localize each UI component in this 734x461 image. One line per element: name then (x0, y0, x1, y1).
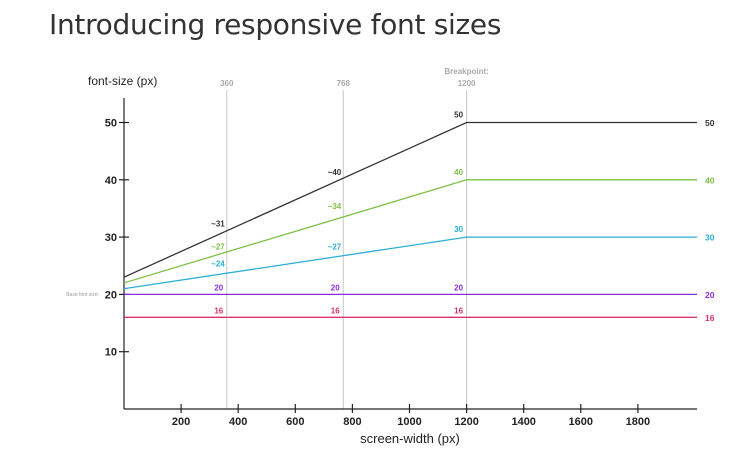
x-tick-label-200: 200 (172, 416, 190, 428)
reference-lines: 360 768 1200 Breakpoint: (220, 67, 489, 409)
x-tick-label-1400: 1400 (511, 416, 535, 428)
data-label-4-2: 16 (454, 306, 463, 315)
data-labels: ~31 ~40 50 50 ~27 ~34 40 40 ~24 ~27 30 30 20 20 20 20 16… (211, 111, 715, 323)
x-tick-label-800: 800 (343, 416, 361, 428)
end-label-4: 16 (705, 313, 715, 323)
end-label-2: 30 (705, 233, 715, 243)
data-label-1-2: 40 (454, 168, 463, 177)
y-axis-title: font-size (px) (88, 74, 157, 88)
reference-label-768: 768 (337, 79, 351, 88)
data-label-4-0: 16 (214, 306, 223, 315)
y-tick-label-50: 50 (105, 118, 117, 130)
data-label-1-0: ~27 (211, 242, 225, 251)
data-label-0-2: 50 (454, 111, 463, 120)
axes: 10 20 30 40 50 200 400 600 800 1000 1200 1400 1600 18… (105, 98, 697, 428)
y-tick-label-10: 10 (105, 347, 117, 359)
x-tick-label-1000: 1000 (397, 416, 421, 428)
data-label-0-0: ~31 (211, 219, 225, 228)
y-tick-label-20: 20 (105, 289, 117, 301)
reference-label-360: 360 (220, 79, 234, 88)
y-tick-label-40: 40 (105, 175, 117, 187)
series-line-2 (123, 236, 697, 290)
series-lines (123, 121, 697, 318)
series-line-0 (123, 121, 697, 278)
reference-label-1200: 1200 (458, 79, 476, 88)
data-label-2-0: ~24 (211, 259, 225, 268)
end-label-1: 40 (705, 175, 715, 185)
x-tick-label-1200: 1200 (454, 416, 478, 428)
base-font-size-label: Base font size: (66, 292, 99, 298)
data-label-4-1: 16 (331, 306, 340, 315)
reference-caption-1200: Breakpoint: (444, 67, 488, 76)
data-label-2-1: ~27 (328, 242, 342, 251)
page-title: Introducing responsive font sizes (49, 8, 502, 41)
x-tick-label-1600: 1600 (569, 416, 593, 428)
x-axis-title: screen-width (px) (360, 431, 460, 446)
end-label-0: 50 (705, 118, 715, 128)
y-tick-label-30: 30 (105, 232, 117, 244)
data-label-3-2: 20 (454, 283, 463, 292)
data-label-1-1: ~34 (328, 202, 342, 211)
series-line-1 (123, 179, 697, 284)
data-label-2-2: 30 (454, 225, 463, 234)
x-tick-label-600: 600 (286, 416, 304, 428)
data-label-0-1: ~40 (328, 168, 342, 177)
end-label-3: 20 (705, 290, 715, 300)
data-label-3-1: 20 (331, 283, 340, 292)
data-label-3-0: 20 (214, 283, 223, 292)
x-tick-label-1800: 1800 (626, 416, 650, 428)
x-tick-label-400: 400 (229, 416, 247, 428)
